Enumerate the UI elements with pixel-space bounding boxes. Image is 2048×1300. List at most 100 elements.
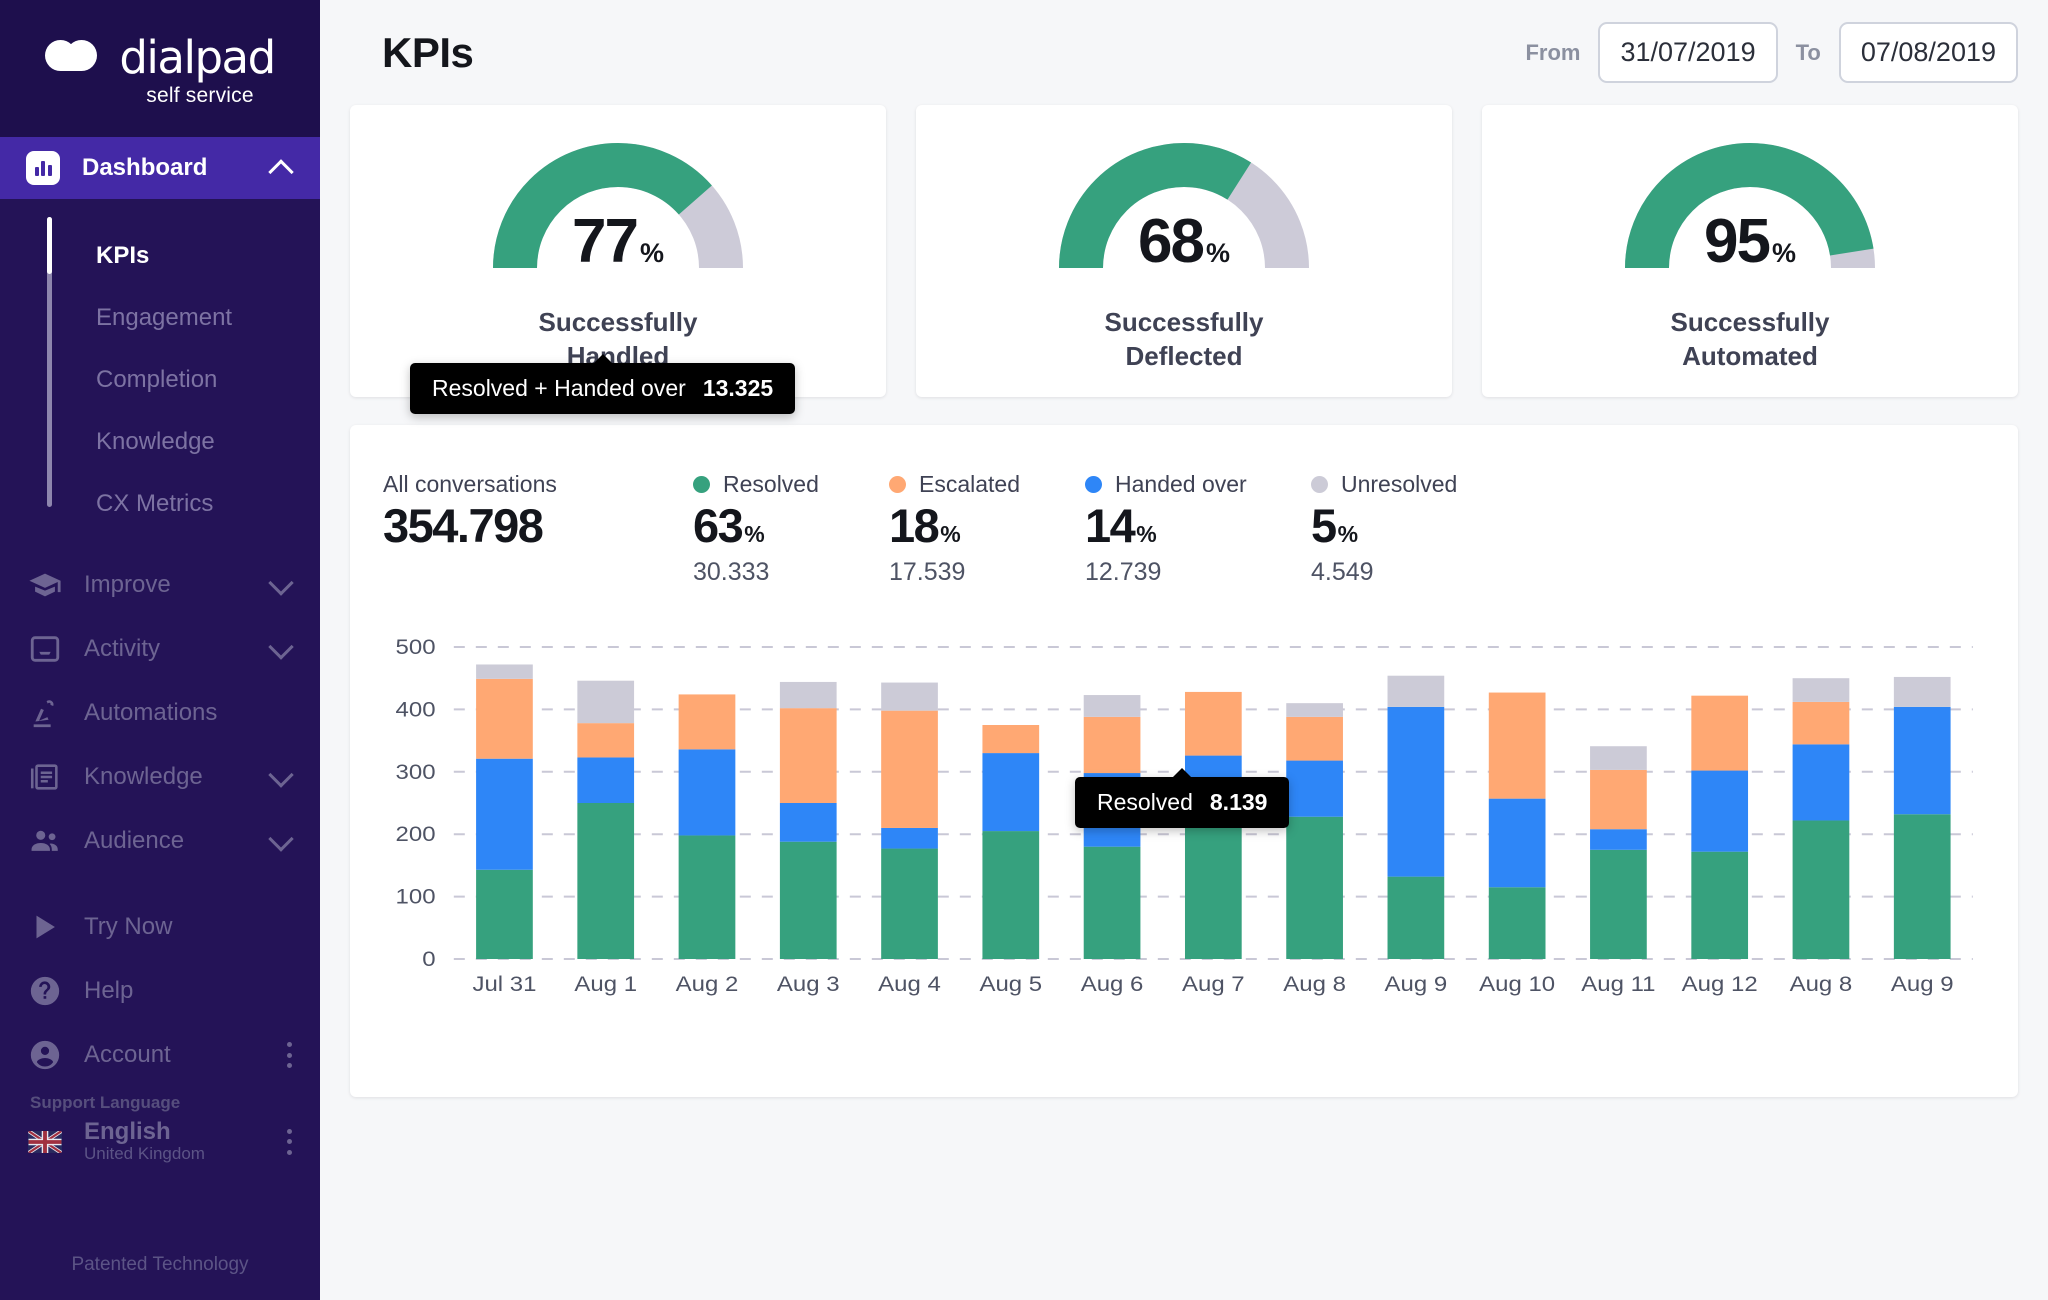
kpi-card-handled[interactable]: 77 % Successfully Handled Resolved + Han… bbox=[350, 105, 886, 414]
bar-segment[interactable] bbox=[1893, 814, 1951, 959]
bar-segment[interactable] bbox=[678, 749, 736, 836]
sidebar-item-completion[interactable]: Completion bbox=[0, 349, 320, 411]
top-bar: KPIs From 31/07/2019 To 07/08/2019 bbox=[320, 0, 2048, 105]
robot-arm-icon bbox=[28, 696, 62, 730]
bar-segment[interactable] bbox=[881, 827, 938, 849]
kpi-card-automated[interactable]: 95 % Successfully Automated bbox=[1482, 105, 2018, 397]
bar-segment[interactable] bbox=[476, 758, 533, 870]
x-axis-label: Aug 8 bbox=[1790, 972, 1853, 995]
bar-segment[interactable] bbox=[1792, 744, 1850, 821]
chevron-down-icon[interactable] bbox=[270, 638, 292, 660]
sidebar-item-improve[interactable]: Improve bbox=[0, 553, 320, 617]
sidebar-item-activity[interactable]: Activity bbox=[0, 617, 320, 681]
bar-segment[interactable] bbox=[476, 664, 533, 679]
bar-segment[interactable] bbox=[1083, 846, 1141, 959]
bar-segment[interactable] bbox=[1590, 746, 1647, 770]
bar-segment[interactable] bbox=[881, 848, 938, 959]
bar-segment[interactable] bbox=[881, 682, 938, 711]
sidebar-item-try-now[interactable]: Try Now bbox=[0, 895, 320, 959]
bar-segment[interactable] bbox=[1590, 829, 1647, 850]
x-axis-label: Aug 3 bbox=[777, 972, 840, 995]
bar-segment[interactable] bbox=[1691, 851, 1749, 959]
stacked-bar-chart[interactable]: 0 100 200 300 400 500 Jul 31 Aug 1 Aug 2 Aug 3 Aug… bbox=[383, 635, 1982, 1001]
support-language-row[interactable]: English United Kingdom bbox=[0, 1119, 320, 1164]
bar-segment[interactable] bbox=[1488, 887, 1546, 959]
legend-item-resolved[interactable]: Resolved 63 % 30.333 bbox=[693, 469, 889, 587]
sidebar-item-automations[interactable]: Automations bbox=[0, 681, 320, 745]
bar-segment[interactable] bbox=[678, 694, 736, 750]
bar-segment[interactable] bbox=[881, 710, 938, 828]
bar-segment[interactable] bbox=[1083, 716, 1141, 774]
chevron-up-icon[interactable] bbox=[270, 157, 292, 179]
bar-segment[interactable] bbox=[476, 869, 533, 959]
gauge-tooltip: Resolved + Handed over 13.325 bbox=[410, 354, 796, 414]
account-more-icon[interactable] bbox=[286, 1042, 292, 1068]
legend-item-unresolved[interactable]: Unresolved 5 % 4.549 bbox=[1311, 469, 1511, 587]
bar-segment[interactable] bbox=[678, 835, 736, 959]
subitem-label: Engagement bbox=[96, 304, 233, 331]
legend-item-escalated[interactable]: Escalated 18 % 17.539 bbox=[889, 469, 1085, 587]
sidebar-item-help[interactable]: Help bbox=[0, 959, 320, 1023]
bar-segment[interactable] bbox=[577, 757, 635, 803]
bar-segment[interactable] bbox=[1488, 798, 1546, 888]
sidebar-item-knowledge[interactable]: Knowledge bbox=[0, 411, 320, 473]
bar-segment[interactable] bbox=[1691, 770, 1749, 852]
graduation-cap-icon bbox=[28, 568, 62, 602]
chevron-down-icon[interactable] bbox=[270, 574, 292, 596]
bar-segment[interactable] bbox=[1286, 760, 1343, 817]
conversations-chart-card: All conversations 354.798 Resolved 63 % … bbox=[350, 425, 2018, 1097]
bar-segment[interactable] bbox=[1286, 816, 1343, 959]
user-circle-icon bbox=[28, 1038, 62, 1072]
sidebar-item-account[interactable]: Account bbox=[0, 1023, 320, 1087]
sidebar-item-kpis[interactable]: KPIs bbox=[0, 225, 320, 287]
chevron-down-icon[interactable] bbox=[270, 766, 292, 788]
bar-segment[interactable] bbox=[982, 831, 1040, 959]
bar-segment[interactable] bbox=[1387, 876, 1445, 959]
sidebar-item-dashboard[interactable]: Dashboard bbox=[0, 137, 320, 199]
bar-segment[interactable] bbox=[1691, 695, 1749, 771]
sidebar-item-audience[interactable]: Audience bbox=[0, 809, 320, 873]
gauge-number: 95 bbox=[1704, 207, 1771, 276]
legend-dot-resolved bbox=[693, 475, 710, 493]
bar-segment[interactable] bbox=[1893, 676, 1951, 707]
bar-segment[interactable] bbox=[1387, 675, 1445, 707]
bar-segment[interactable] bbox=[577, 680, 635, 724]
bar-segment[interactable] bbox=[1488, 692, 1546, 799]
from-label: From bbox=[1525, 39, 1581, 65]
bar-segment[interactable] bbox=[577, 803, 635, 959]
label-line-1: Successfully bbox=[1670, 307, 1830, 337]
chevron-down-icon[interactable] bbox=[270, 830, 292, 852]
bar-segment[interactable] bbox=[779, 841, 837, 959]
x-axis-label: Aug 1 bbox=[574, 972, 637, 995]
bar-segment[interactable] bbox=[1083, 695, 1141, 717]
bar-segment[interactable] bbox=[1792, 701, 1850, 745]
sidebar-item-cx-metrics[interactable]: CX Metrics bbox=[0, 473, 320, 535]
bar-segment[interactable] bbox=[1286, 703, 1343, 717]
sidebar-item-engagement[interactable]: Engagement bbox=[0, 287, 320, 349]
legend-percent: 14 bbox=[1085, 499, 1136, 552]
legend-item-handed-over[interactable]: Handed over 14 % 12.739 bbox=[1085, 469, 1311, 587]
bar-segment[interactable] bbox=[779, 803, 837, 842]
kpi-card-deflected[interactable]: 68 % Successfully Deflected bbox=[916, 105, 1452, 397]
bar-segment[interactable] bbox=[1184, 816, 1242, 959]
tooltip-label: Resolved + Handed over bbox=[432, 375, 686, 401]
subnav-rail bbox=[47, 217, 52, 507]
from-date-input[interactable]: 31/07/2019 bbox=[1598, 22, 1778, 83]
bar-segment[interactable] bbox=[1387, 706, 1445, 877]
bar-segment[interactable] bbox=[982, 753, 1040, 832]
bar-segment[interactable] bbox=[1893, 706, 1951, 815]
bar-segment[interactable] bbox=[982, 725, 1040, 754]
bar-segment[interactable] bbox=[1792, 678, 1850, 702]
bar-segment[interactable] bbox=[1286, 716, 1343, 761]
bar-segment[interactable] bbox=[476, 678, 533, 759]
bar-segment[interactable] bbox=[1590, 849, 1647, 959]
bar-segment[interactable] bbox=[779, 681, 837, 709]
bar-segment[interactable] bbox=[1184, 691, 1242, 756]
sidebar-item-knowledge-main[interactable]: Knowledge bbox=[0, 745, 320, 809]
bar-segment[interactable] bbox=[779, 708, 837, 803]
language-more-icon[interactable] bbox=[286, 1128, 292, 1155]
to-date-input[interactable]: 07/08/2019 bbox=[1838, 22, 2018, 83]
bar-segment[interactable] bbox=[1792, 820, 1850, 959]
bar-segment[interactable] bbox=[577, 723, 635, 758]
bar-segment[interactable] bbox=[1590, 769, 1647, 830]
